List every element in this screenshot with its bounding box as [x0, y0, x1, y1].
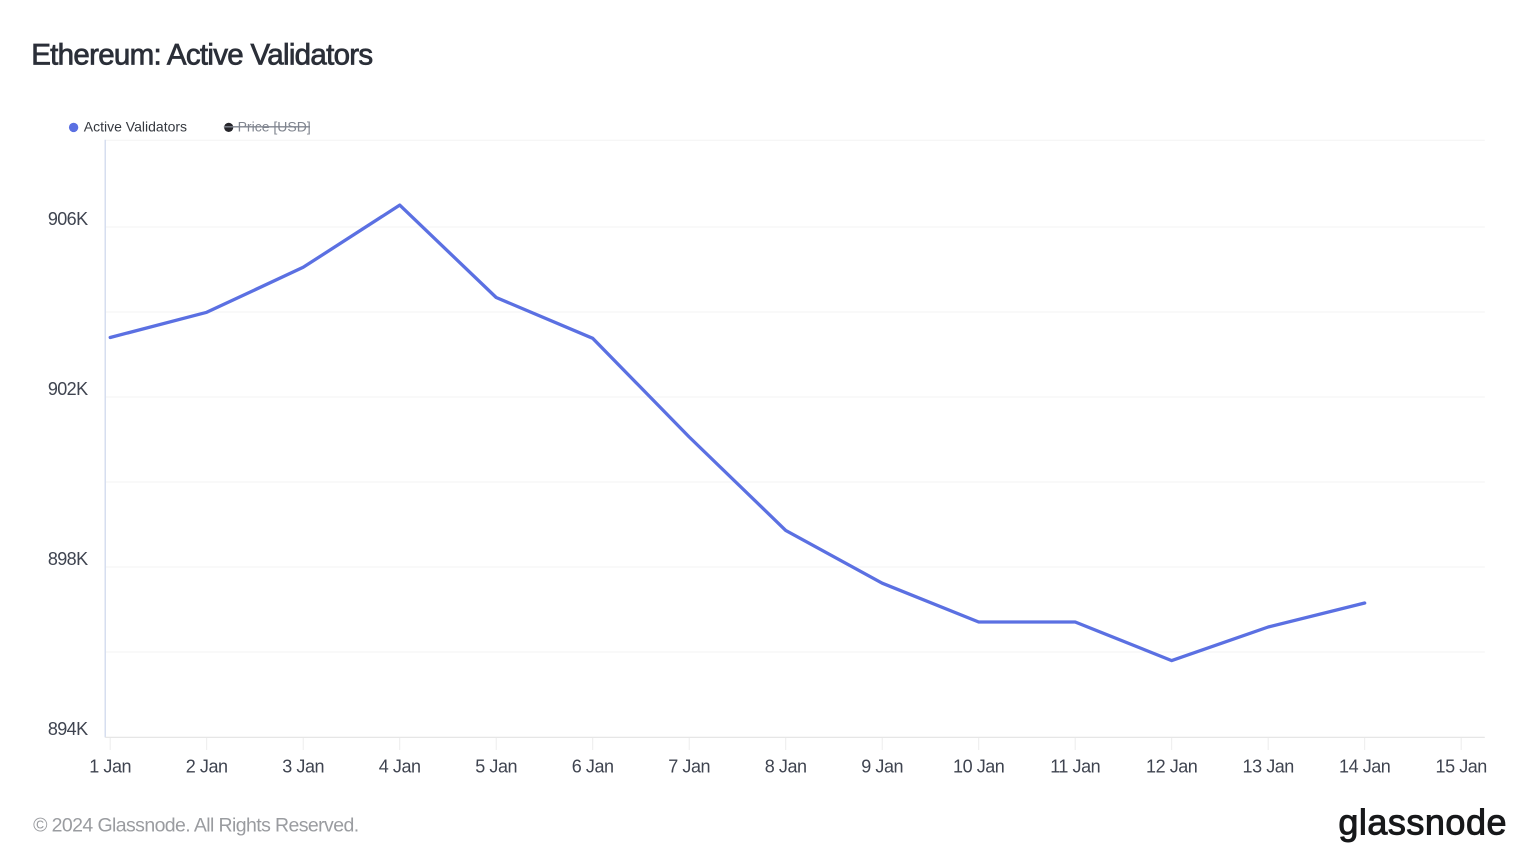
svg-text:9 Jan: 9 Jan	[861, 757, 903, 777]
svg-text:glassnode: glassnode	[1338, 802, 1507, 843]
svg-text:898K: 898K	[48, 549, 88, 569]
svg-text:6 Jan: 6 Jan	[572, 757, 614, 777]
svg-text:12 Jan: 12 Jan	[1146, 757, 1197, 777]
svg-text:13 Jan: 13 Jan	[1243, 757, 1294, 777]
svg-text:3 Jan: 3 Jan	[282, 757, 324, 777]
svg-text:Ethereum: Active Validators: Ethereum: Active Validators	[31, 39, 372, 72]
svg-text:894K: 894K	[48, 719, 88, 739]
svg-text:15 Jan: 15 Jan	[1436, 757, 1487, 777]
svg-text:Active Validators: Active Validators	[84, 119, 187, 135]
svg-text:14 Jan: 14 Jan	[1339, 757, 1390, 777]
svg-text:© 2024 Glassnode. All Rights R: © 2024 Glassnode. All Rights Reserved.	[33, 814, 358, 836]
svg-text:7 Jan: 7 Jan	[668, 757, 710, 777]
svg-text:11 Jan: 11 Jan	[1050, 757, 1100, 777]
svg-text:5 Jan: 5 Jan	[475, 757, 517, 777]
svg-text:906K: 906K	[48, 209, 88, 229]
svg-text:4 Jan: 4 Jan	[379, 757, 421, 777]
svg-text:10 Jan: 10 Jan	[953, 757, 1004, 777]
svg-text:2 Jan: 2 Jan	[186, 757, 228, 777]
svg-text:1 Jan: 1 Jan	[89, 757, 131, 777]
svg-text:8 Jan: 8 Jan	[765, 757, 807, 777]
svg-text:902K: 902K	[48, 379, 88, 399]
